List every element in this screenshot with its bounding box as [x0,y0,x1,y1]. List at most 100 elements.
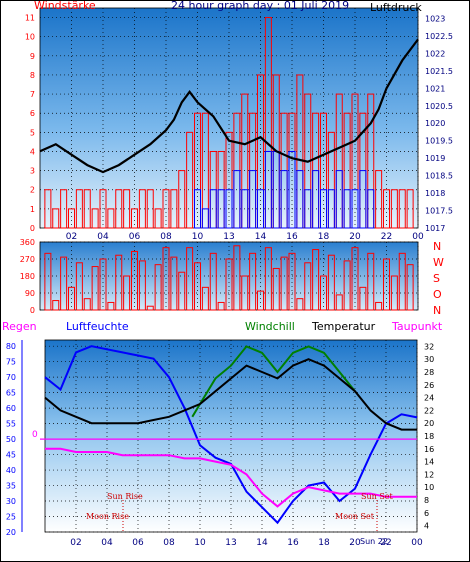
bottom-x-tick-label: 08 [163,538,175,548]
wind-speed-bar [327,189,335,229]
wind-gust-bar [398,189,406,229]
temperature-tick-label: 28 [424,368,434,377]
temperature-tick-label: 30 [424,355,434,364]
windstaerke-tick-label: 8 [30,71,35,80]
windstaerke-tick-label: 3 [30,167,35,176]
wind-direction-mark [44,252,52,311]
wind-gust-bar [390,189,398,229]
top-x-tick-label: 02 [66,232,77,242]
temperature-tick-label: 22 [424,406,434,415]
legend-luftfeuchte: Luftfeuchte [66,320,129,333]
direction-tick-label: 180 [20,272,35,281]
wind-direction-mark [146,305,154,311]
wind-speed-bar [312,170,320,229]
temperature-tick-label: 18 [424,432,434,441]
wind-direction-mark [367,252,375,311]
wind-direction-mark [375,301,383,311]
wind-direction-mark [131,250,138,311]
wind-gust-bar [115,189,123,229]
temperature-tick-label: 24 [424,394,434,403]
wind-speed-bar [288,150,296,229]
top-x-tick-label: 13 [223,232,234,242]
wind-speed-bar [194,189,201,229]
humidity-tick-label: 55 [6,420,16,429]
wind-direction-mark [123,275,131,311]
sun-22-label: Sun 22 [360,537,388,546]
compass-n-bottom: N [433,304,441,317]
top-x-tick-label: 06 [129,232,141,242]
wind-speed-bar [335,170,343,229]
luftdruck-tick-label: 1017 [425,224,445,233]
wind-gust-bar [99,189,107,229]
luftdruck-tick-label: 1021 [425,84,445,93]
wind-gust-bar [68,208,75,229]
bottom-x-tick-label: 10 [194,538,206,548]
wind-direction-mark [264,247,272,311]
bottom-x-tick-label: 14 [256,538,268,548]
wind-gust-bar [375,170,383,229]
wind-direction-mark [288,252,296,311]
windstaerke-tick-label: 6 [30,109,35,118]
humidity-tick-label: 50 [6,435,16,444]
wind-speed-bar [225,189,233,229]
wind-speed-bar [209,189,217,229]
bottom-x-tick-label: 22 [380,538,391,548]
temperature-tick-label: 6 [424,509,429,518]
luftdruck-tick-label: 1022 [425,49,445,58]
luftdruck-tick-label: 1017.5 [425,207,453,216]
luftdruck-tick-label: 1018.5 [425,172,453,181]
wind-direction-mark [304,262,312,311]
top-x-tick-label: 20 [349,232,361,242]
humidity-tick-label: 75 [6,358,16,367]
wind-gust-bar [146,189,154,229]
top-x-tick-label: 18 [318,232,330,242]
wind-speed-bar [241,189,249,229]
humidity-tick-label: 70 [6,373,16,382]
wind-direction-mark [60,256,68,311]
bottom-x-tick-label: 13 [225,538,236,548]
windstaerke-tick-label: 2 [30,186,35,195]
temperatur-line [44,358,417,431]
top-x-tick-label: 14 [255,232,267,242]
wind-direction-mark [138,260,146,311]
bottom-plot-frame [44,339,418,533]
luftdruck-tick-label: 1021.5 [425,67,453,76]
wind-direction-mark [335,294,343,311]
wind-direction-mark [312,249,320,311]
temperature-tick-label: 26 [424,381,434,390]
temperature-tick-label: 32 [424,342,434,351]
wind-gust-bar [383,189,390,229]
bottom-x-tick-label: 00 [411,538,423,548]
bottom-x-tick-label: 06 [132,538,144,548]
wind-direction-mark [241,275,249,311]
compass-w: W [433,256,444,269]
wind-gust-bar [60,189,68,229]
wind-speed-bar [304,189,312,229]
wind-gust-bar [138,189,146,229]
wind-direction-mark [209,252,217,311]
temperature-tick-label: 20 [424,419,434,428]
wind-direction-mark [225,258,233,311]
top-x-tick-label: 08 [160,232,172,242]
wind-gust-bar [186,131,194,229]
bottom-x-tick-label: 16 [287,538,299,548]
wind-gust-bar [162,189,170,229]
wind-direction-mark [383,258,390,311]
top-x-tick-label: 22 [381,232,392,242]
luftdruck-tick-label: 1023 [425,14,445,23]
wind-gust-bar [107,208,115,229]
wind-speed-bar [280,170,288,229]
compass-o: O [433,288,442,301]
wind-speed-bar [257,189,264,229]
wind-direction-mark [217,301,225,311]
humidity-tick-label: 60 [6,404,16,413]
moon-set-label: Moon Set [335,512,375,521]
moon-rise-label: Moon Rise [86,512,129,521]
windstaerke-tick-label: 11 [25,14,35,23]
windstaerke-tick-label: 9 [30,52,35,61]
wind-gust-bar [123,189,131,229]
bottom-x-tick-label: 18 [318,538,330,548]
legend-taupunkt: Taupunkt [391,320,443,333]
